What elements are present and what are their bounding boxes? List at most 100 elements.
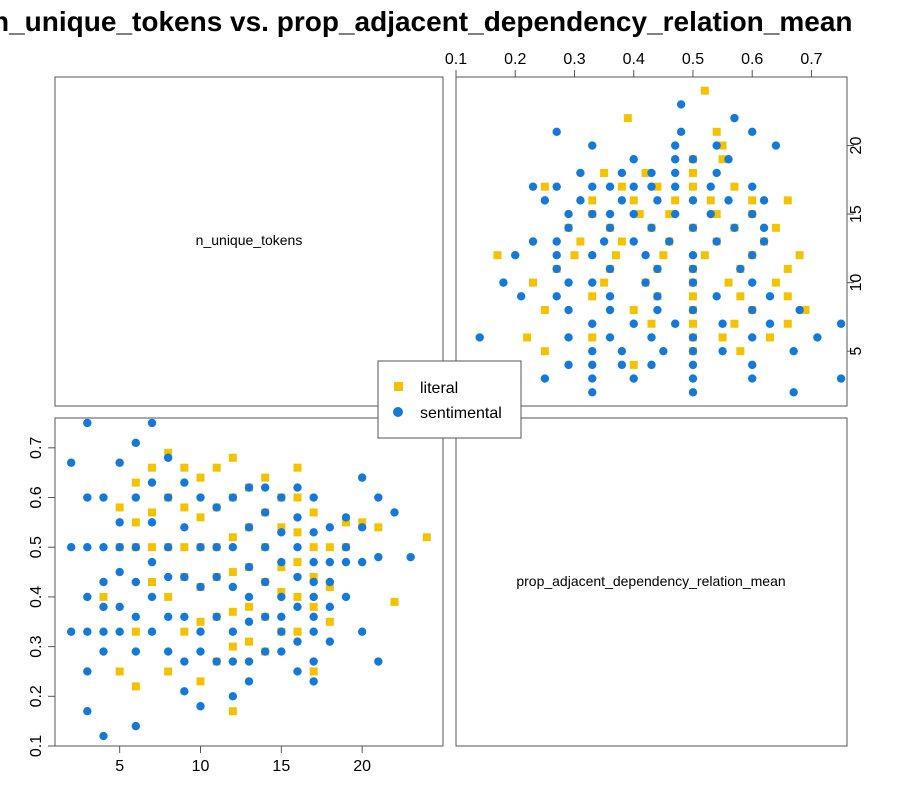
point-sentimental <box>629 155 638 164</box>
point-sentimental <box>406 552 415 562</box>
point-sentimental <box>564 223 573 232</box>
point-sentimental <box>688 251 698 260</box>
point-sentimental <box>748 333 757 342</box>
point-literal <box>212 463 221 472</box>
point-sentimental <box>325 637 335 646</box>
panel-bottom-right <box>455 417 848 747</box>
point-literal <box>228 533 237 542</box>
point-literal <box>293 558 302 567</box>
point-literal <box>617 182 626 191</box>
point-sentimental <box>163 493 173 502</box>
point-sentimental <box>676 127 686 137</box>
point-sentimental <box>588 319 597 328</box>
point-sentimental <box>260 543 270 552</box>
point-literal <box>629 360 638 369</box>
point-literal <box>115 667 124 676</box>
point-sentimental <box>706 209 715 219</box>
point-sentimental <box>260 577 270 587</box>
point-sentimental <box>131 577 141 587</box>
point-sentimental <box>688 196 698 205</box>
point-sentimental <box>688 305 698 315</box>
point-sentimental <box>180 523 189 532</box>
point-literal <box>730 319 739 328</box>
point-sentimental <box>759 196 769 205</box>
point-sentimental <box>99 577 108 587</box>
point-sentimental <box>659 346 668 356</box>
x-tick-label-top: 0.5 <box>682 51 704 68</box>
point-sentimental <box>789 346 798 356</box>
x-tick-label-top: 0.7 <box>800 51 822 68</box>
point-sentimental <box>309 592 318 602</box>
point-literal <box>623 114 632 123</box>
point-sentimental <box>647 333 656 342</box>
point-sentimental <box>244 592 254 602</box>
point-sentimental <box>277 612 286 621</box>
point-sentimental <box>629 319 638 328</box>
point-sentimental <box>552 127 561 137</box>
point-sentimental <box>196 493 205 502</box>
point-literal <box>148 578 156 586</box>
point-literal <box>164 592 173 601</box>
point-sentimental <box>99 627 108 636</box>
point-sentimental <box>718 346 727 356</box>
point-sentimental <box>83 418 92 428</box>
point-sentimental <box>196 627 205 636</box>
point-sentimental <box>836 319 846 328</box>
point-sentimental <box>647 168 656 178</box>
point-literal <box>801 306 810 315</box>
point-literal <box>325 617 334 626</box>
point-sentimental <box>325 523 335 532</box>
point-sentimental <box>131 612 141 621</box>
point-sentimental <box>576 196 585 205</box>
point-literal <box>665 210 674 219</box>
point-literal <box>588 196 597 205</box>
point-sentimental <box>605 182 615 191</box>
point-sentimental <box>260 508 270 517</box>
point-sentimental <box>260 483 270 492</box>
point-sentimental <box>688 155 698 164</box>
point-sentimental <box>212 503 221 512</box>
point-sentimental <box>789 388 798 397</box>
point-sentimental <box>528 237 538 246</box>
point-sentimental <box>795 305 804 315</box>
point-literal <box>493 251 502 260</box>
point-sentimental <box>147 478 157 487</box>
point-sentimental <box>629 374 638 383</box>
point-literal <box>600 168 609 177</box>
point-sentimental <box>730 113 739 123</box>
point-sentimental <box>357 627 367 636</box>
point-sentimental <box>706 182 715 191</box>
point-sentimental <box>163 453 173 462</box>
point-sentimental <box>670 182 680 191</box>
point-sentimental <box>341 592 351 602</box>
point-literal <box>635 210 644 219</box>
point-sentimental <box>309 612 318 621</box>
point-literal <box>180 463 189 472</box>
y-tick-label-left: 0.5 <box>28 536 45 558</box>
point-literal <box>700 251 709 260</box>
point-literal <box>712 127 721 136</box>
x-tick-label-top: 0.3 <box>563 51 585 68</box>
point-sentimental <box>670 155 680 164</box>
point-sentimental <box>765 319 775 328</box>
diagonal-label-var2: prop_adjacent_dependency_relation_mean <box>516 573 785 589</box>
point-sentimental <box>552 182 561 191</box>
point-sentimental <box>212 612 221 621</box>
point-literal <box>148 463 156 472</box>
point-sentimental <box>115 458 124 467</box>
point-sentimental <box>665 237 674 246</box>
point-sentimental <box>670 209 680 219</box>
point-sentimental <box>228 692 238 701</box>
point-sentimental <box>836 374 846 383</box>
point-literal <box>748 196 757 205</box>
point-sentimental <box>670 319 680 328</box>
point-sentimental <box>260 612 270 621</box>
point-sentimental <box>163 572 173 582</box>
point-sentimental <box>605 223 615 232</box>
point-sentimental <box>277 493 286 502</box>
point-sentimental <box>712 292 721 301</box>
diagonal-label-var1: n_unique_tokens <box>196 232 303 248</box>
point-literal <box>671 196 680 205</box>
point-literal <box>540 347 549 356</box>
